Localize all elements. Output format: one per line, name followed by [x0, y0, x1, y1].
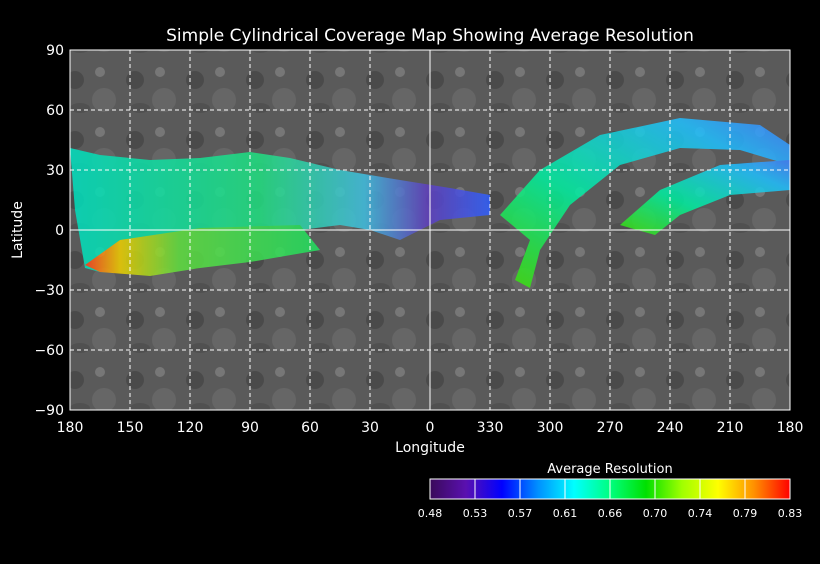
- x-tick-label: 180: [777, 420, 804, 436]
- y-tick-label: 0: [55, 223, 64, 239]
- chart-title: Simple Cylindrical Coverage Map Showing …: [166, 26, 694, 46]
- x-tick-label: 300: [537, 420, 564, 436]
- x-tick-label: 0: [426, 420, 435, 436]
- x-tick-label: 60: [301, 420, 319, 436]
- colorbar-tick-label: 0.74: [688, 507, 713, 520]
- colorbar-title: Average Resolution: [547, 462, 672, 477]
- colorbar-tick-label: 0.53: [463, 507, 488, 520]
- colorbar-tick-label: 0.61: [553, 507, 578, 520]
- grid-lines: [70, 50, 790, 410]
- y-tick-label: −30: [34, 283, 64, 299]
- x-tick-label: 30: [361, 420, 379, 436]
- colorbar-tick-label: 0.79: [733, 507, 758, 520]
- x-tick-label: 240: [657, 420, 684, 436]
- colorbar-tick-label: 0.83: [778, 507, 803, 520]
- y-tick-label: 90: [46, 43, 64, 59]
- coverage-overlay: [70, 118, 790, 288]
- y-axis-label: Latitude: [10, 201, 26, 259]
- y-axis: 90 60 30 0 −30 −60 −90: [34, 43, 64, 419]
- x-tick-label: 210: [717, 420, 744, 436]
- colorbar: Average Resolution 0.48 0.53 0.57 0.61 0.66 0…: [418, 462, 803, 520]
- map-frame: [69, 49, 791, 411]
- y-tick-label: 30: [46, 163, 64, 179]
- colorbar-tick-label: 0.70: [643, 507, 668, 520]
- coverage-arc-1: [500, 118, 790, 288]
- y-tick-label: −90: [34, 403, 64, 419]
- x-tick-label: 90: [241, 420, 259, 436]
- coverage-arc-2: [620, 160, 790, 235]
- y-tick-label: 60: [46, 103, 64, 119]
- x-axis-label: Longitude: [395, 440, 465, 456]
- x-tick-label: 330: [477, 420, 504, 436]
- colorbar-tick-label: 0.57: [508, 507, 533, 520]
- x-tick-label: 180: [57, 420, 84, 436]
- x-tick-label: 120: [177, 420, 204, 436]
- x-tick-label: 150: [117, 420, 144, 436]
- x-axis: 180 150 120 90 60 30 0 330 300 270 240 210 180: [57, 420, 804, 436]
- map-area: [69, 49, 791, 411]
- colorbar-tick-label: 0.48: [418, 507, 443, 520]
- x-tick-label: 270: [597, 420, 624, 436]
- colorbar-tick-label: 0.66: [598, 507, 623, 520]
- y-tick-label: −60: [34, 343, 64, 359]
- coverage-region-south-west: [85, 225, 320, 276]
